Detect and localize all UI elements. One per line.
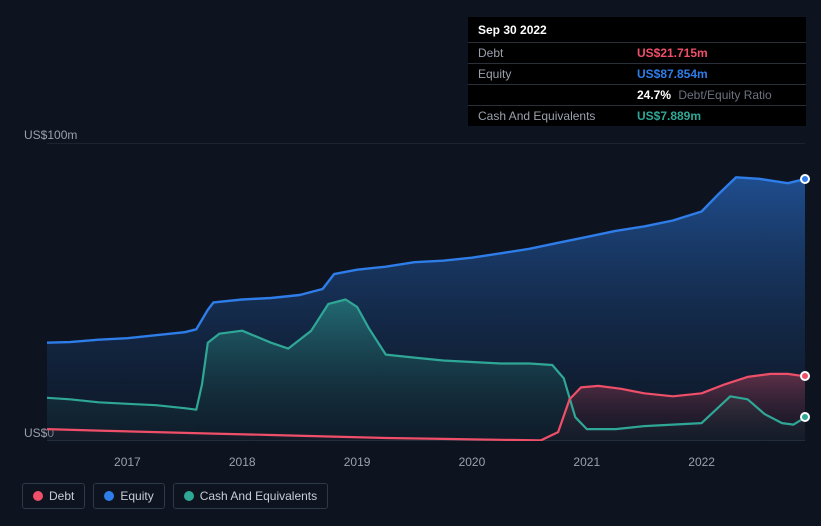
legend-item-cash[interactable]: Cash And Equivalents: [173, 483, 328, 509]
legend-swatch: [33, 491, 43, 501]
tooltip-body: DebtUS$21.715mEquityUS$87.854m24.7% Debt…: [468, 43, 806, 127]
chart-area: [47, 143, 805, 441]
tooltip-row-value: US$21.715m: [627, 43, 806, 64]
legend-swatch: [184, 491, 194, 501]
tooltip-panel: Sep 30 2022 DebtUS$21.715mEquityUS$87.85…: [468, 17, 806, 126]
legend: Debt Equity Cash And Equivalents: [22, 483, 328, 509]
end-marker-equity: [800, 174, 810, 184]
legend-label: Cash And Equivalents: [200, 489, 317, 503]
tooltip-row-value: US$7.889m: [627, 106, 806, 127]
chart-svg: [47, 143, 805, 441]
x-tick-label: 2017: [114, 455, 141, 469]
end-marker-debt: [800, 371, 810, 381]
x-tick-label: 2021: [573, 455, 600, 469]
x-tick-label: 2018: [229, 455, 256, 469]
x-tick-label: 2022: [688, 455, 715, 469]
tooltip-title: Sep 30 2022: [468, 17, 806, 43]
tooltip-row-label: Debt: [468, 43, 627, 64]
end-marker-cash: [800, 412, 810, 422]
legend-label: Equity: [120, 489, 153, 503]
tooltip-row-value: 24.7% Debt/Equity Ratio: [627, 85, 806, 106]
x-tick-label: 2020: [459, 455, 486, 469]
legend-item-debt[interactable]: Debt: [22, 483, 85, 509]
tooltip-row-label: [468, 85, 627, 106]
tooltip-row-value: US$87.854m: [627, 64, 806, 85]
tooltip-row-label: Equity: [468, 64, 627, 85]
legend-swatch: [104, 491, 114, 501]
legend-label: Debt: [49, 489, 74, 503]
tooltip-row-label: Cash And Equivalents: [468, 106, 627, 127]
y-tick-label: US$100m: [0, 128, 71, 142]
legend-item-equity[interactable]: Equity: [93, 483, 164, 509]
x-tick-label: 2019: [344, 455, 371, 469]
